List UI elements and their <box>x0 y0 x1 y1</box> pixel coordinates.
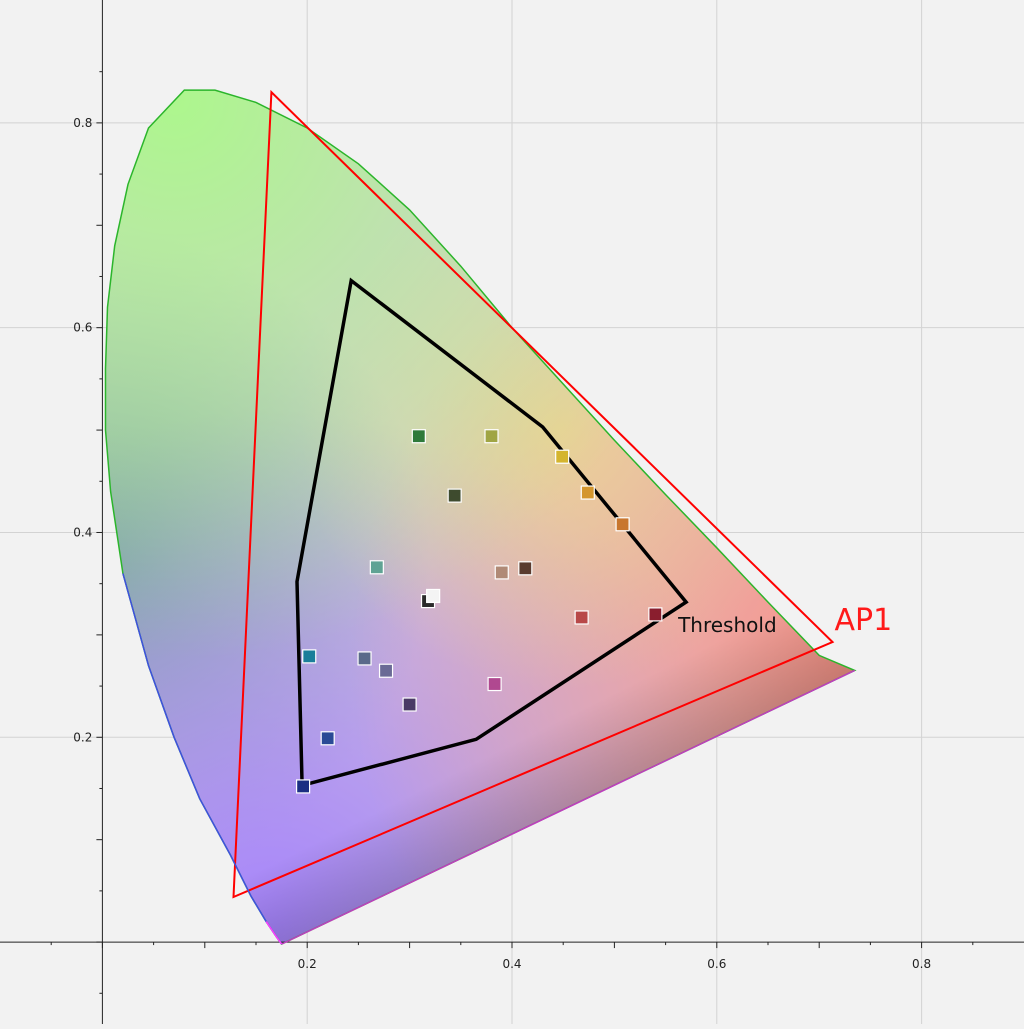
color-patch <box>369 560 384 575</box>
x-tick-label: 0.6 <box>707 957 726 971</box>
y-tick-label: 0.8 <box>73 116 92 130</box>
x-tick-label: 0.4 <box>502 957 521 971</box>
color-patch <box>320 731 335 746</box>
x-tick-label: 0.8 <box>912 957 931 971</box>
color-patch <box>648 607 663 622</box>
color-patch <box>494 565 509 580</box>
threshold-gamut-polygon <box>295 277 689 788</box>
y-tick-label: 0.2 <box>73 730 92 744</box>
color-patch <box>426 588 441 604</box>
color-patch <box>484 429 499 444</box>
x-tick-label: 0.2 <box>298 957 317 971</box>
color-patch <box>302 649 317 664</box>
color-patch <box>487 676 502 692</box>
color-patch <box>447 488 462 503</box>
y-tick-label: 0.4 <box>73 525 92 539</box>
color-patch <box>518 561 533 576</box>
color-patch <box>574 610 589 625</box>
color-patch <box>402 697 417 712</box>
violet-edge <box>265 921 283 945</box>
color-patches <box>296 429 663 794</box>
color-patch <box>555 449 570 464</box>
color-patch <box>296 779 311 794</box>
color-patch <box>580 485 595 500</box>
color-patch <box>615 517 630 532</box>
purple-line <box>281 669 856 945</box>
color-patch <box>357 651 372 666</box>
color-patch <box>378 663 394 678</box>
y-tick-label: 0.6 <box>73 321 92 335</box>
color-patch <box>411 429 426 444</box>
threshold-label: Threshold <box>677 613 777 637</box>
ap1-gamut-triangle <box>232 89 835 899</box>
ap1-label: AP1 <box>835 603 893 638</box>
